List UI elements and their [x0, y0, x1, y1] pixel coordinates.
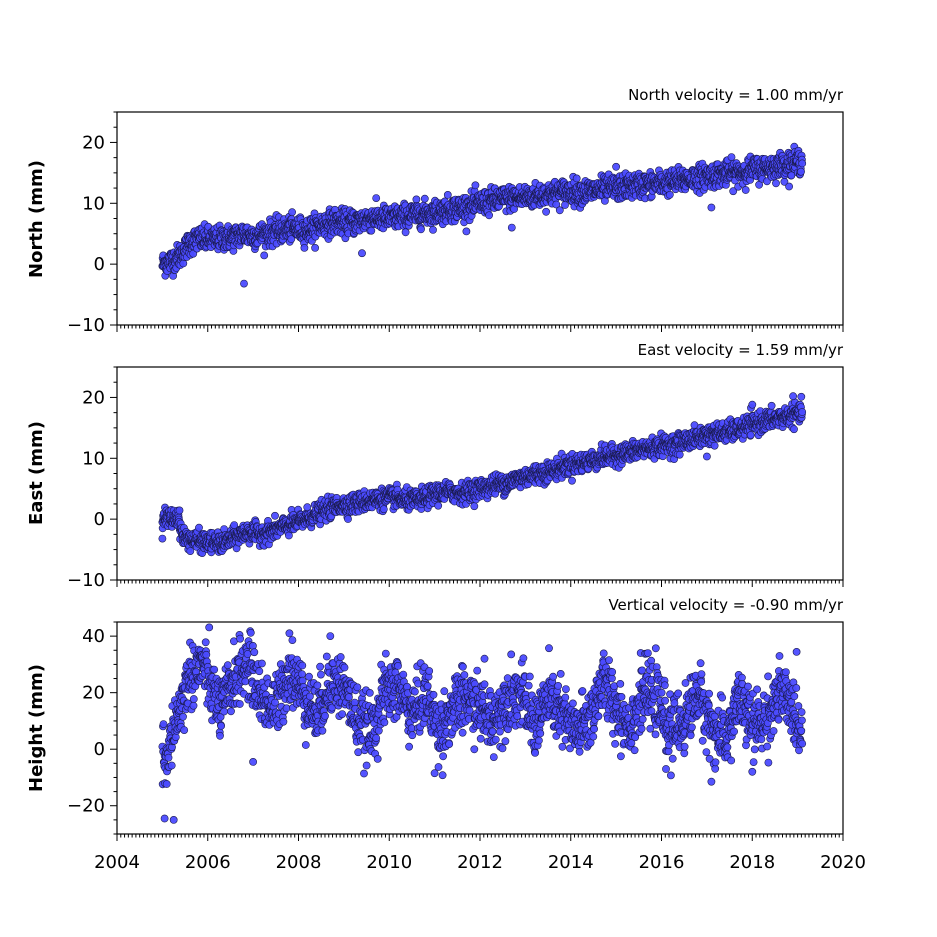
data-point: [167, 761, 176, 770]
data-point: [344, 515, 352, 523]
data-point: [443, 190, 452, 199]
data-point: [417, 225, 425, 234]
x-axis-ticks: [116, 580, 844, 587]
data-point: [612, 162, 620, 171]
y-tick-label: −10: [67, 315, 105, 336]
data-point: [372, 194, 381, 202]
data-point: [260, 251, 269, 260]
data-point: [379, 505, 388, 514]
data-point: [159, 720, 168, 728]
data-point: [707, 203, 716, 212]
scatter-points: [158, 392, 807, 557]
data-point: [797, 392, 806, 401]
panel-title: North velocity = 1.00 mm/yr: [628, 86, 844, 104]
data-point: [189, 695, 198, 703]
data-point: [189, 701, 198, 710]
data-point: [789, 392, 797, 401]
y-tick-label: 20: [82, 387, 105, 408]
data-point: [434, 501, 443, 510]
y-tick-label: 20: [82, 132, 105, 153]
y-tick-label: 0: [94, 509, 105, 530]
data-point: [311, 243, 319, 252]
data-point: [186, 547, 195, 555]
data-point: [287, 235, 296, 243]
data-point: [175, 506, 184, 515]
data-point: [271, 511, 279, 520]
data-point: [158, 534, 167, 543]
panel-east: East velocity = 1.59 mm/yr East (mm) −10…: [26, 341, 844, 591]
data-point: [162, 780, 171, 788]
scatter-points: [158, 623, 807, 824]
data-point: [179, 259, 188, 268]
panel-height: Vertical velocity = -0.90 mm/yr Height (…: [26, 596, 866, 873]
data-point: [507, 223, 516, 232]
data-point: [703, 452, 711, 461]
y-axis-label: North (mm): [26, 160, 47, 278]
data-point: [790, 425, 798, 434]
data-point: [462, 227, 471, 236]
data-point: [710, 441, 719, 450]
data-point: [746, 431, 755, 439]
data-point: [485, 211, 493, 220]
data-point: [429, 225, 437, 234]
data-point: [412, 195, 421, 204]
data-point: [767, 401, 776, 410]
data-point: [471, 181, 480, 190]
panel-north: North velocity = 1.00 mm/yr North (mm) −…: [26, 86, 844, 336]
data-point: [568, 476, 576, 485]
data-point: [741, 186, 750, 194]
plot-frame: [116, 111, 844, 326]
data-point: [542, 207, 550, 216]
data-point: [798, 159, 807, 168]
data-point: [420, 194, 429, 203]
data-point: [772, 179, 780, 188]
data-point: [401, 228, 410, 237]
data-point: [665, 190, 674, 199]
y-tick-label: 10: [82, 448, 105, 469]
data-point: [288, 208, 296, 217]
data-point: [572, 174, 581, 183]
panel-title: Vertical velocity = -0.90 mm/yr: [608, 596, 843, 614]
y-axis-ticks: −10 0 10 20: [67, 366, 117, 591]
data-point: [785, 182, 793, 191]
data-point: [561, 201, 569, 209]
data-point: [367, 226, 376, 235]
data-point: [240, 279, 248, 288]
data-point: [675, 450, 684, 459]
data-point: [470, 502, 479, 511]
x-axis-ticks: [116, 325, 844, 332]
data-point: [195, 523, 203, 532]
data-point: [300, 243, 309, 252]
scatter-points: [158, 142, 807, 288]
y-tick-label: 0: [94, 254, 105, 275]
data-point: [797, 167, 805, 176]
y-axis-label: Height (mm): [26, 664, 47, 792]
y-tick-label: −10: [67, 570, 105, 591]
data-point: [798, 408, 807, 416]
data-point: [164, 753, 173, 762]
y-axis-ticks: −10 0 10 20: [67, 111, 117, 336]
data-point: [727, 153, 736, 161]
y-axis-label: East (mm): [26, 421, 47, 525]
data-point: [748, 400, 757, 409]
data-point: [358, 249, 366, 258]
data-point: [180, 726, 189, 734]
panel-title: East velocity = 1.59 mm/yr: [638, 341, 844, 359]
data-point: [179, 712, 187, 721]
y-tick-label: 10: [82, 193, 105, 214]
